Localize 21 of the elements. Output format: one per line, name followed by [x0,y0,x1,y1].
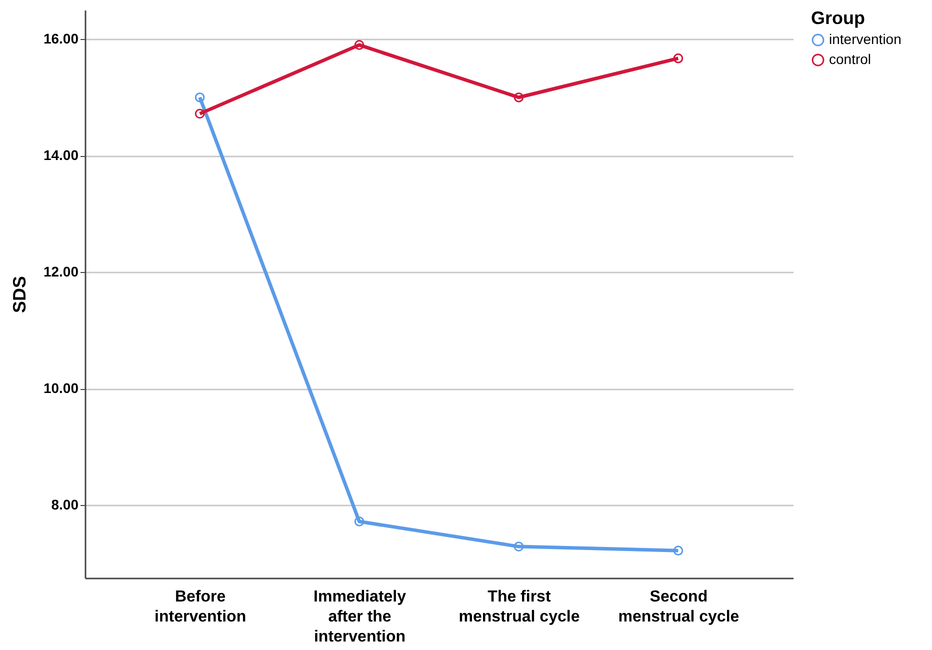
point [514,542,524,552]
x-tick-label: Before intervention [154,588,246,626]
y-tick-label: 12.00 [43,264,79,280]
y-tick-label: 8.00 [51,496,79,513]
point [514,92,524,102]
y-tick-label: 10.00 [43,380,79,396]
legend-label: control [829,51,872,67]
x-tick-label: The first menstrual cycle [458,588,580,626]
point [194,108,205,119]
point [194,92,205,102]
x-tick-label: Second menstrual cycle [618,588,740,626]
legend-title: Group [811,8,865,28]
legend-label: intervention [829,31,902,47]
point [673,546,684,556]
y-axis-title: SDS [9,276,30,314]
point [354,516,364,526]
y-tick-label: 16.00 [43,30,79,47]
x-tick-label: Immediately after the intervention [314,588,406,646]
y-tick-label: 14.00 [43,147,79,164]
point [354,40,364,50]
point [673,53,684,64]
